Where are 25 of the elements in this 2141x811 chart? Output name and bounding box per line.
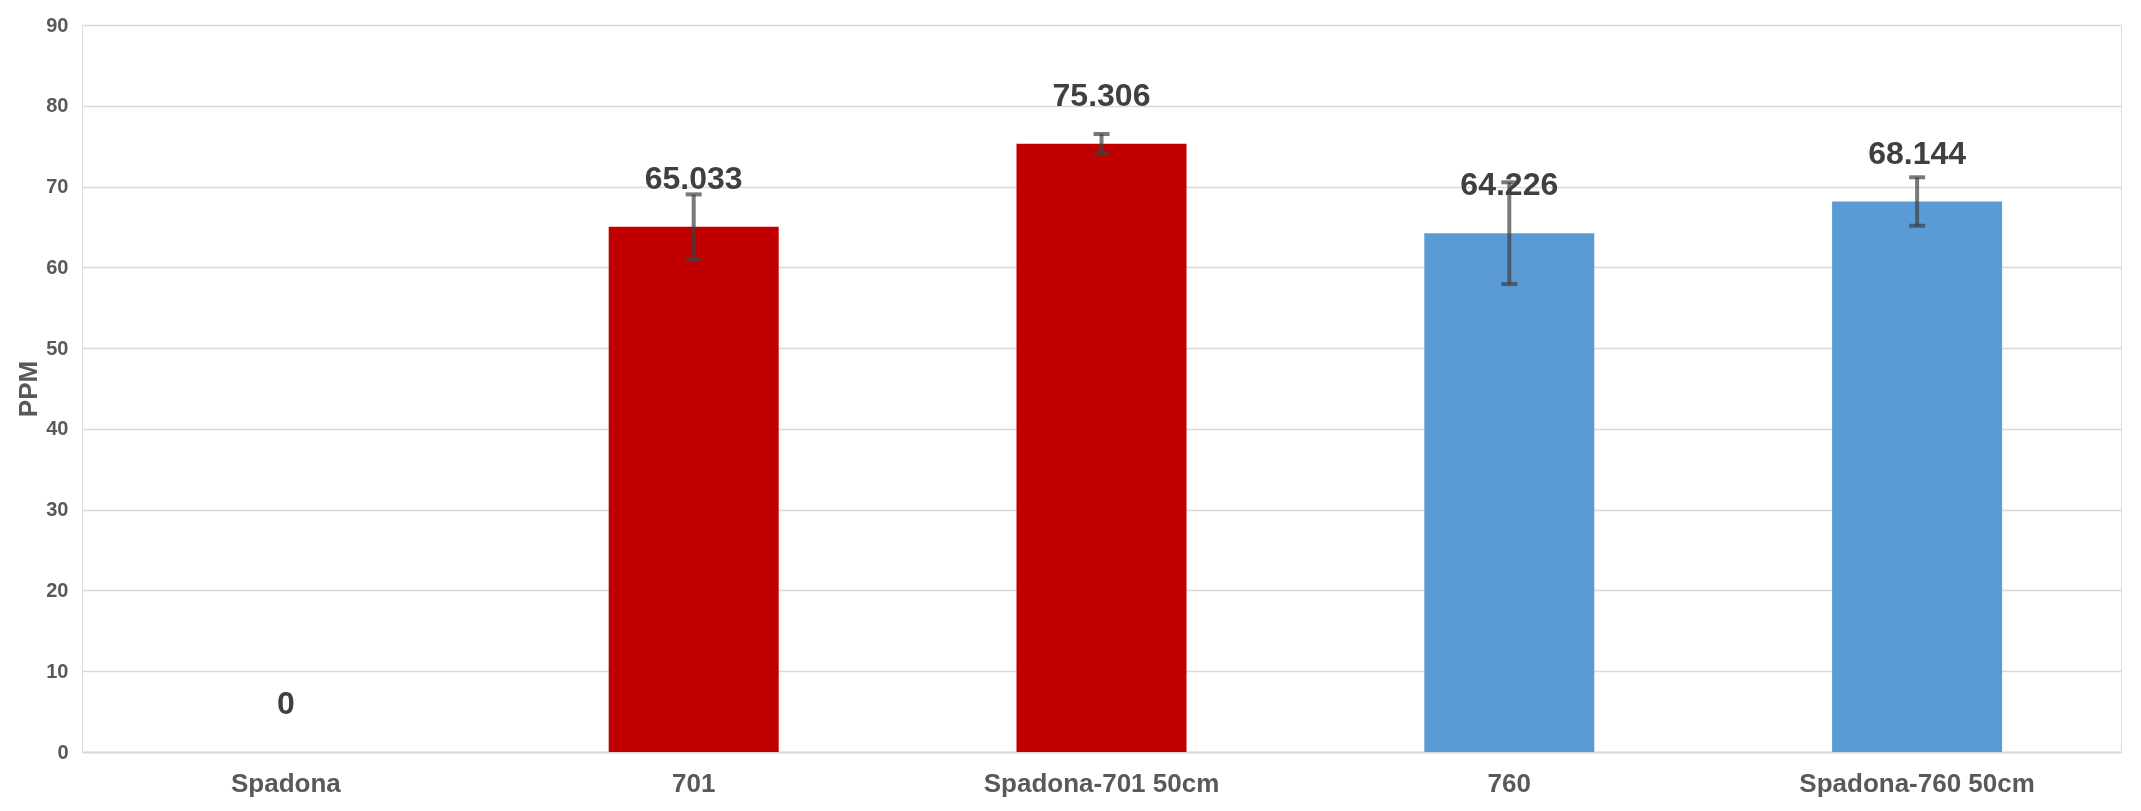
bar <box>1016 143 1187 752</box>
y-tick-label: 0 <box>57 740 69 763</box>
data-label: 0 <box>277 685 295 721</box>
x-tick-label: Spadona <box>231 767 342 798</box>
data-label: 68.144 <box>1868 134 1967 171</box>
x-tick-label: Spadona-701 50cm <box>983 767 1220 798</box>
x-tick-label: Spadona-760 50cm <box>1799 767 2035 798</box>
y-tick-label: 40 <box>46 417 69 440</box>
y-tick-label: 50 <box>46 336 69 359</box>
bar <box>1832 201 2003 752</box>
bar <box>1424 233 1595 752</box>
y-axis-title: PPM <box>13 360 44 418</box>
data-label: 75.306 <box>1052 76 1151 113</box>
y-tick-label: 30 <box>46 498 69 521</box>
y-tick-label: 80 <box>46 94 69 117</box>
x-tick-label: 760 <box>1487 767 1531 798</box>
y-tick-label: 90 <box>46 13 69 36</box>
y-tick-label: 60 <box>46 255 69 278</box>
x-tick-label: 701 <box>672 767 716 798</box>
bar <box>608 226 779 752</box>
y-tick-label: 20 <box>46 578 69 601</box>
data-label: 65.033 <box>644 159 743 196</box>
y-tick-label: 10 <box>46 659 69 682</box>
data-label: 64.226 <box>1460 166 1559 203</box>
y-tick-label: 70 <box>46 175 69 198</box>
